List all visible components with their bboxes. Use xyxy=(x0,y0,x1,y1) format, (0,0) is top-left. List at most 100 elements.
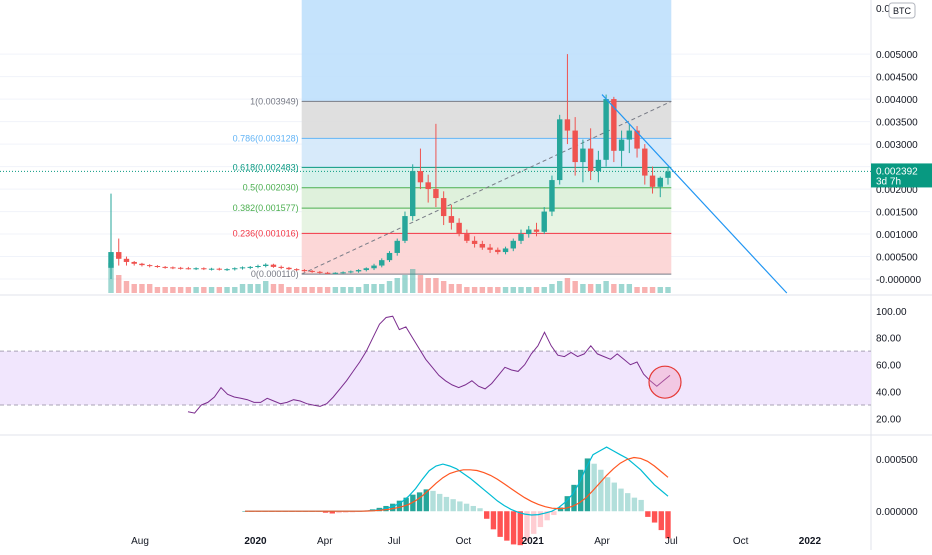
candle-body xyxy=(433,189,439,199)
fib-label: 0(0.000110) xyxy=(251,269,299,279)
volume-bar xyxy=(293,287,300,293)
macd-histogram-bar xyxy=(578,469,584,512)
macd-histogram-bar xyxy=(537,511,544,528)
volume-bar xyxy=(371,284,377,293)
volume-bar xyxy=(425,278,431,293)
macd-histogram-bar xyxy=(430,490,436,512)
volume-bar xyxy=(363,284,369,293)
candle-body xyxy=(379,260,385,266)
volume-bar xyxy=(611,284,617,293)
volume-bar xyxy=(247,284,253,293)
candle-body xyxy=(580,148,586,163)
rsi-tick-label: 100.00 xyxy=(876,307,907,318)
macd-histogram-bar xyxy=(631,497,638,512)
candle-body xyxy=(410,171,416,217)
macd-histogram-bar xyxy=(504,511,510,541)
macd-histogram-bar xyxy=(598,469,604,512)
candle-body xyxy=(626,130,633,140)
macd-histogram-bar xyxy=(336,511,342,514)
candle-body xyxy=(255,266,261,268)
price-tick-label-clipped: 0.0 xyxy=(876,4,890,15)
candle-body xyxy=(162,266,168,268)
candle-body xyxy=(232,268,238,270)
candle-body xyxy=(425,182,431,190)
macd-tick-label: 0.000500 xyxy=(876,455,918,466)
macd-histogram-bar xyxy=(423,489,429,512)
fib-label: 0.382(0.001577) xyxy=(233,203,299,213)
macd-histogram-bar xyxy=(638,499,644,512)
candle-body xyxy=(572,130,578,163)
macd-histogram-bar xyxy=(551,511,557,516)
x-tick-label: 2021 xyxy=(522,536,545,547)
candle-body xyxy=(440,198,447,217)
candle-body xyxy=(665,171,671,178)
macd-histogram-bar xyxy=(645,511,651,517)
volume-bar xyxy=(634,287,640,293)
volume-bar xyxy=(379,284,385,293)
fib-label: 0.236(0.001016) xyxy=(233,228,299,238)
macd-line xyxy=(245,446,669,516)
candle-body xyxy=(533,229,540,232)
candle-body xyxy=(634,130,640,149)
candle-body xyxy=(278,266,284,268)
candle-body xyxy=(549,180,555,212)
volume-bar xyxy=(278,284,284,293)
candle-body xyxy=(355,270,362,272)
price-tick-label: 0.002000 xyxy=(876,185,918,196)
x-tick-label: Apr xyxy=(317,536,333,547)
currency-badge xyxy=(888,2,916,19)
candle-body xyxy=(270,264,277,267)
macd-histogram-bar xyxy=(470,505,476,512)
rsi-tick-label: 60.00 xyxy=(876,361,901,372)
volume-bar xyxy=(549,284,555,293)
countdown-label: 3d 7h xyxy=(876,176,901,187)
rsi-line xyxy=(187,315,671,414)
fib-zone xyxy=(301,101,672,139)
candle-body xyxy=(448,216,455,223)
volume-bar xyxy=(618,284,625,293)
candle-body xyxy=(649,175,656,187)
candle-body xyxy=(618,139,625,151)
volume-bar xyxy=(665,287,671,293)
candle-body xyxy=(263,264,269,267)
candle-body xyxy=(402,216,408,241)
price-tick-label: 0.003000 xyxy=(876,140,918,151)
volume-bar xyxy=(564,278,571,293)
volume-bar xyxy=(255,284,261,293)
volume-bar xyxy=(208,287,215,293)
candle-body xyxy=(541,211,547,232)
candle-body xyxy=(495,249,501,253)
volume-bar xyxy=(487,287,493,293)
candle-body xyxy=(116,252,122,259)
volume-bar xyxy=(116,275,122,293)
x-tick-label: Oct xyxy=(456,536,472,547)
fib-zone xyxy=(301,167,672,188)
volume-bar xyxy=(464,287,470,293)
price-tick-label: 0.001000 xyxy=(876,230,918,241)
volume-bar xyxy=(440,281,447,293)
volume-bar xyxy=(317,287,323,293)
volume-bar xyxy=(193,287,199,293)
macd-histogram-bar xyxy=(665,511,671,539)
volume-bar xyxy=(162,287,168,293)
volume-bar xyxy=(448,284,455,293)
volume-bar xyxy=(355,287,362,293)
candle-body xyxy=(564,119,571,131)
volume-bar xyxy=(626,284,633,293)
volume-bar xyxy=(495,287,501,293)
macd-histogram-bar xyxy=(544,511,550,521)
candle-body xyxy=(201,268,207,270)
candle-body xyxy=(417,171,424,183)
volume-bar xyxy=(410,269,416,293)
volume-bar xyxy=(533,287,540,293)
volume-bar xyxy=(131,284,137,293)
volume-bar xyxy=(471,287,478,293)
candle-body xyxy=(611,99,617,151)
price-tick-label: 0.000500 xyxy=(876,253,918,264)
volume-bar xyxy=(394,278,400,293)
candle-body xyxy=(146,265,153,267)
rsi-tick-label: 40.00 xyxy=(876,388,901,399)
macd-histogram-bar xyxy=(443,496,450,512)
rsi-highlight-circle xyxy=(648,365,682,399)
volume-bar xyxy=(301,287,308,293)
